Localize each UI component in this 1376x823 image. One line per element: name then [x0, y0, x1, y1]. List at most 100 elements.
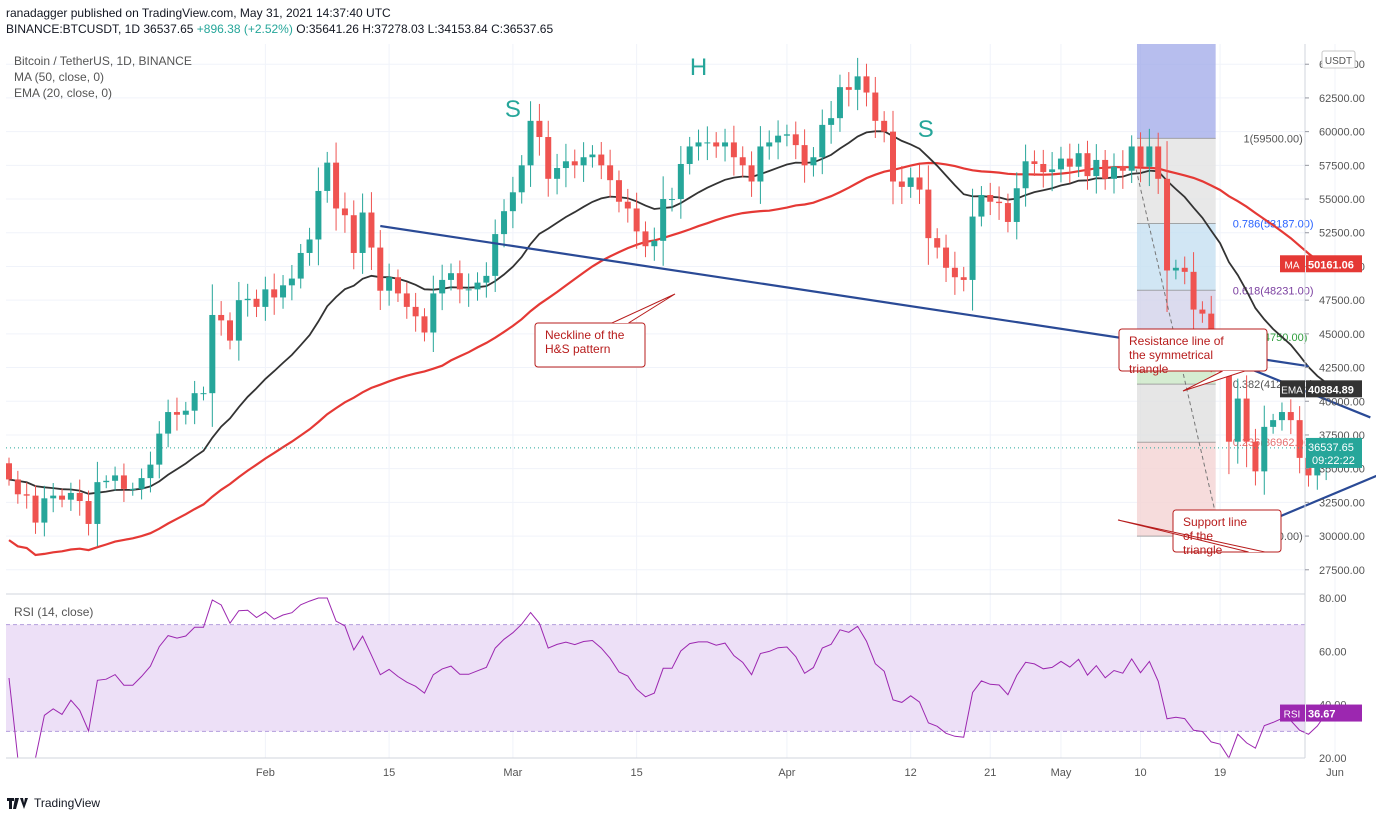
candle[interactable] — [94, 482, 101, 524]
candle[interactable] — [739, 157, 746, 166]
candle[interactable] — [916, 177, 923, 190]
candle[interactable] — [854, 76, 861, 90]
candle[interactable] — [456, 273, 463, 290]
footer-brand[interactable]: TradingView — [6, 796, 100, 810]
candle[interactable] — [1119, 166, 1126, 171]
candle[interactable] — [288, 278, 295, 286]
candle[interactable] — [748, 165, 755, 182]
candle[interactable] — [1199, 309, 1206, 314]
candle[interactable] — [1022, 161, 1029, 189]
candle[interactable] — [6, 463, 12, 480]
candle[interactable] — [1066, 158, 1073, 167]
candle[interactable] — [527, 120, 534, 166]
candle[interactable] — [1270, 420, 1277, 427]
candle[interactable] — [562, 161, 569, 169]
candle[interactable] — [518, 165, 525, 193]
candle[interactable] — [1234, 398, 1241, 442]
candle[interactable] — [730, 142, 737, 158]
candle[interactable] — [85, 501, 92, 524]
candle[interactable] — [845, 87, 852, 90]
candle[interactable] — [76, 492, 83, 502]
neckline-callout[interactable] — [534, 322, 646, 368]
candle[interactable] — [315, 190, 322, 240]
candle[interactable] — [571, 161, 578, 166]
candle[interactable] — [960, 277, 967, 280]
candle[interactable] — [394, 277, 401, 294]
candle[interactable] — [836, 87, 843, 119]
candle[interactable] — [996, 201, 1003, 204]
candle[interactable] — [465, 289, 472, 291]
candle[interactable] — [280, 285, 287, 298]
candle[interactable] — [1057, 158, 1064, 170]
candle[interactable] — [1111, 166, 1117, 179]
candle[interactable] — [448, 273, 454, 280]
candle[interactable] — [235, 300, 242, 341]
candle[interactable] — [624, 201, 631, 209]
candle[interactable] — [492, 234, 499, 276]
candle[interactable] — [713, 142, 720, 147]
resistance-callout[interactable] — [1118, 328, 1268, 372]
candle[interactable] — [1049, 169, 1056, 173]
candle[interactable] — [1314, 460, 1321, 476]
candle[interactable] — [554, 168, 561, 179]
candle[interactable] — [368, 212, 375, 248]
candle[interactable] — [253, 298, 260, 307]
candle[interactable] — [297, 252, 304, 279]
candle[interactable] — [1287, 412, 1294, 421]
candle[interactable] — [50, 495, 57, 499]
candle[interactable] — [792, 134, 799, 146]
candle[interactable] — [801, 145, 808, 166]
candle[interactable] — [182, 410, 189, 415]
candle[interactable] — [615, 180, 622, 202]
candle[interactable] — [898, 181, 905, 187]
candle[interactable] — [191, 393, 198, 411]
candle[interactable] — [1093, 159, 1100, 177]
candle[interactable] — [412, 306, 419, 317]
candle[interactable] — [783, 134, 790, 136]
candle[interactable] — [1102, 159, 1109, 179]
candle[interactable] — [244, 298, 251, 301]
candle[interactable] — [704, 142, 711, 144]
candle[interactable] — [112, 475, 119, 481]
candle[interactable] — [67, 492, 74, 500]
candle[interactable] — [766, 142, 773, 147]
candle[interactable] — [677, 163, 684, 200]
rsi-line[interactable] — [8, 597, 1327, 760]
candle[interactable] — [421, 316, 428, 333]
candle[interactable] — [403, 293, 410, 307]
candle[interactable] — [59, 495, 66, 500]
candle[interactable] — [165, 412, 172, 434]
candle[interactable] — [907, 177, 914, 187]
candle[interactable] — [156, 433, 163, 465]
candle[interactable] — [147, 464, 154, 479]
candle[interactable] — [536, 120, 543, 138]
rsi-legend[interactable]: RSI (14, close) — [14, 605, 94, 619]
candle[interactable] — [430, 293, 437, 333]
candle[interactable] — [1296, 420, 1303, 458]
candle[interactable] — [377, 247, 384, 291]
candle[interactable] — [341, 208, 348, 216]
candle[interactable] — [642, 231, 649, 247]
ema20-line[interactable] — [8, 130, 1327, 495]
candle[interactable] — [306, 239, 313, 253]
candle[interactable] — [890, 131, 896, 182]
candle[interactable] — [103, 480, 110, 483]
candle[interactable] — [474, 282, 481, 290]
candle[interactable] — [32, 495, 39, 523]
candle[interactable] — [1278, 412, 1285, 421]
candle[interactable] — [925, 189, 932, 239]
currency-badge[interactable] — [1321, 50, 1356, 69]
candle[interactable] — [359, 212, 366, 253]
candle[interactable] — [1013, 188, 1020, 222]
candle[interactable] — [120, 475, 127, 489]
ema-legend[interactable]: EMA (20, close, 0) — [14, 86, 113, 100]
candle[interactable] — [545, 137, 552, 179]
candle[interactable] — [1252, 441, 1259, 472]
candle[interactable] — [987, 194, 994, 202]
candle[interactable] — [951, 267, 958, 278]
candle[interactable] — [1243, 398, 1250, 442]
candle[interactable] — [1172, 267, 1179, 271]
candle[interactable] — [23, 494, 30, 496]
candle[interactable] — [129, 488, 136, 490]
candle[interactable] — [350, 215, 357, 253]
